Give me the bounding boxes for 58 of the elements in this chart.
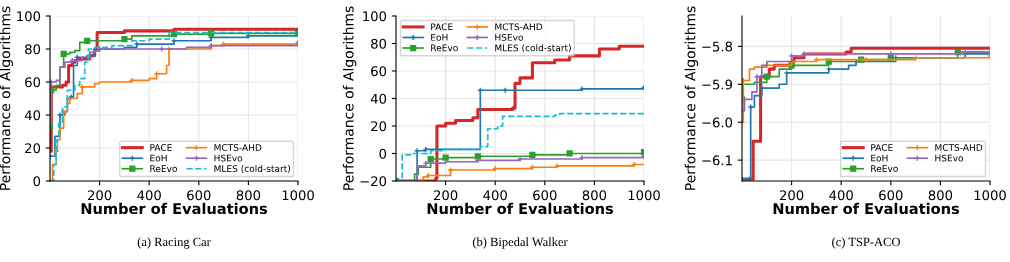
y-tick-label: 100 — [363, 11, 387, 22]
legend-label: PACE — [431, 23, 453, 31]
legend-label: EoH — [431, 34, 448, 41]
y-tick-label: 0 — [379, 148, 387, 159]
x-axis-title: Number of Evaluations — [773, 202, 960, 215]
y-tick-label: 20 — [371, 121, 387, 132]
x-tick-label: 200 — [779, 190, 804, 201]
x-tick-label: 1000 — [282, 190, 314, 201]
legend-label: MLES (cold-start) — [495, 44, 571, 53]
x-tick-label: 1000 — [628, 190, 660, 201]
y-tick-label: −5.8 — [702, 41, 733, 52]
legend-label: MCTS-AHD — [935, 144, 983, 151]
legend-label: ReEvo — [431, 44, 458, 52]
y-tick-label: 80 — [371, 38, 387, 49]
x-tick-label: 400 — [829, 190, 853, 201]
legend-label: HSEvo — [935, 154, 964, 162]
y-axis-title: Performance of Algorithms — [684, 6, 699, 190]
y-axis-title: Performance of Algorithms — [0, 6, 14, 190]
y-tick-label: −5.9 — [702, 79, 733, 90]
legend-label: HSEvo — [214, 154, 243, 162]
text: (c) TSP-ACO — [832, 237, 900, 249]
y-tick-label: 20 — [25, 143, 41, 154]
x-tick-label: 600 — [879, 190, 903, 201]
y-tick-label: −6.1 — [702, 155, 732, 166]
legend-label: PACE — [871, 144, 893, 151]
y-tick-label: 40 — [370, 93, 387, 104]
text: (b) Bipedal Walker — [472, 237, 568, 249]
y-tick-label: 60 — [25, 77, 41, 88]
legend-label: ReEvo — [871, 165, 898, 173]
x-axis-title: Number of Evaluations — [427, 202, 614, 215]
legend-label: EoH — [871, 154, 888, 162]
legend-label: MCTS-AHD — [495, 23, 543, 31]
text: (a) Racing Car — [137, 237, 211, 249]
y-tick-label: 80 — [25, 44, 41, 55]
legend-label: PACE — [150, 144, 172, 151]
x-tick-label: 800 — [928, 190, 953, 201]
y-tick-label: 60 — [371, 66, 387, 77]
legend-label: HSEvo — [495, 33, 524, 41]
x-axis-title: Number of Evaluations — [81, 202, 268, 215]
x-tick-label: 200 — [433, 190, 458, 201]
x-tick-label: 1000 — [974, 190, 1006, 201]
legend-label: MLES (cold-start) — [214, 165, 290, 174]
x-tick-label: 400 — [137, 190, 161, 201]
y-tick-label: 100 — [17, 11, 41, 22]
y-tick-label: −6.0 — [702, 117, 733, 128]
legend-label: MCTS-AHD — [214, 144, 262, 151]
y-tick-label: 0 — [33, 176, 41, 187]
x-tick-label: 800 — [236, 190, 261, 201]
legend-label: EoH — [150, 154, 167, 162]
x-tick-label: 600 — [533, 190, 557, 201]
x-tick-label: 200 — [87, 190, 112, 201]
x-tick-label: 800 — [582, 190, 607, 201]
x-tick-label: 600 — [187, 190, 211, 201]
legend-label: ReEvo — [150, 165, 177, 173]
x-tick-label: 400 — [483, 190, 507, 201]
y-axis-title: Performance of Algorithms — [342, 6, 357, 190]
y-tick-label: −20 — [360, 176, 387, 187]
y-tick-label: 40 — [24, 110, 41, 121]
